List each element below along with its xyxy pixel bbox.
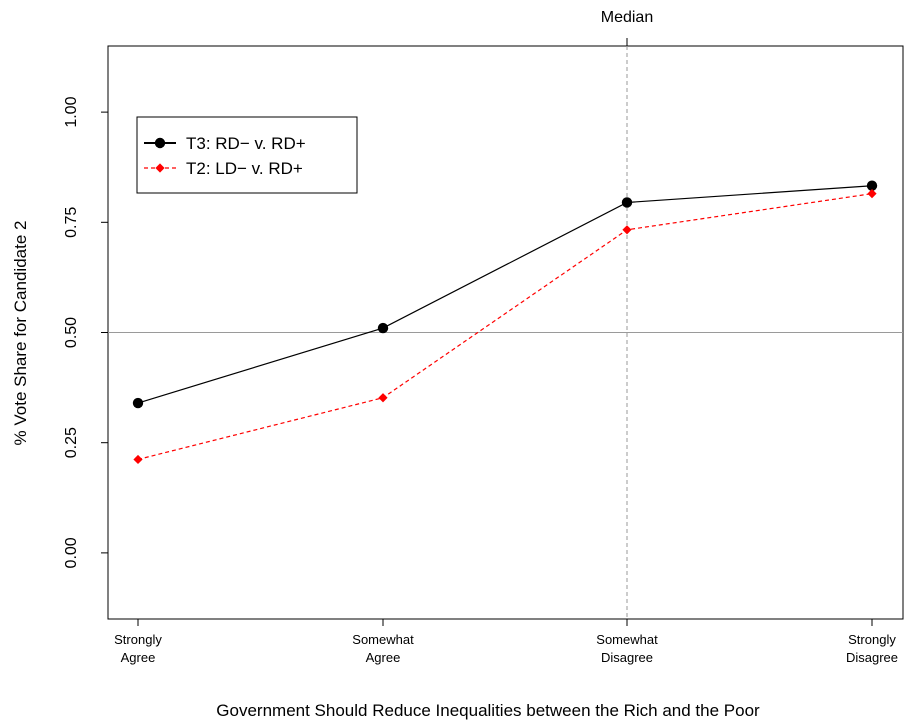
- legend-label: T3: RD− v. RD+: [186, 134, 306, 153]
- reference-lines: [108, 38, 903, 619]
- x-tick-label: Strongly: [848, 632, 896, 647]
- x-tick-label: Disagree: [846, 650, 898, 665]
- legend-box: [136, 116, 358, 194]
- data-point: [132, 397, 144, 409]
- data-point: [867, 189, 877, 199]
- x-axis-title: Government Should Reduce Inequalities be…: [216, 701, 760, 720]
- data-point: [622, 225, 632, 235]
- x-tick-label: Somewhat: [596, 632, 658, 647]
- series-2: [133, 189, 877, 465]
- x-tick-label: Agree: [366, 650, 401, 665]
- x-tick-label: Disagree: [601, 650, 653, 665]
- data-point: [378, 393, 388, 403]
- series-line: [137, 193, 873, 461]
- data-point: [133, 454, 143, 465]
- y-axis-title: % Vote Share for Candidate 2: [11, 221, 30, 446]
- legend-label: T2: LD− v. RD+: [186, 159, 303, 178]
- y-tick-label: 0.75: [63, 207, 80, 238]
- data-point: [621, 197, 633, 208]
- y-tick-label: 0.00: [63, 537, 80, 568]
- x-tick-label: Somewhat: [352, 632, 414, 647]
- data-point: [866, 180, 878, 191]
- y-tick-label: 0.50: [63, 317, 80, 348]
- median-label: Median: [601, 9, 653, 26]
- legend: T3: RD− v. RD+ T2: LD− v. RD+: [136, 116, 358, 194]
- x-tick-label: Strongly: [114, 632, 162, 647]
- series-line: [137, 185, 873, 404]
- y-tick-label: 0.25: [63, 427, 80, 458]
- series-layer: [132, 180, 878, 465]
- y-tick-label: 1.00: [63, 96, 80, 127]
- series-1: [132, 180, 878, 409]
- legend-swatch-marker: [155, 163, 165, 173]
- x-tick-label: Agree: [121, 650, 156, 665]
- axes: 0.00 0.25 0.50 0.75 1.00 Strongly Agree Somewha…: [63, 96, 898, 665]
- legend-swatch-marker: [154, 137, 166, 149]
- data-point: [377, 322, 389, 334]
